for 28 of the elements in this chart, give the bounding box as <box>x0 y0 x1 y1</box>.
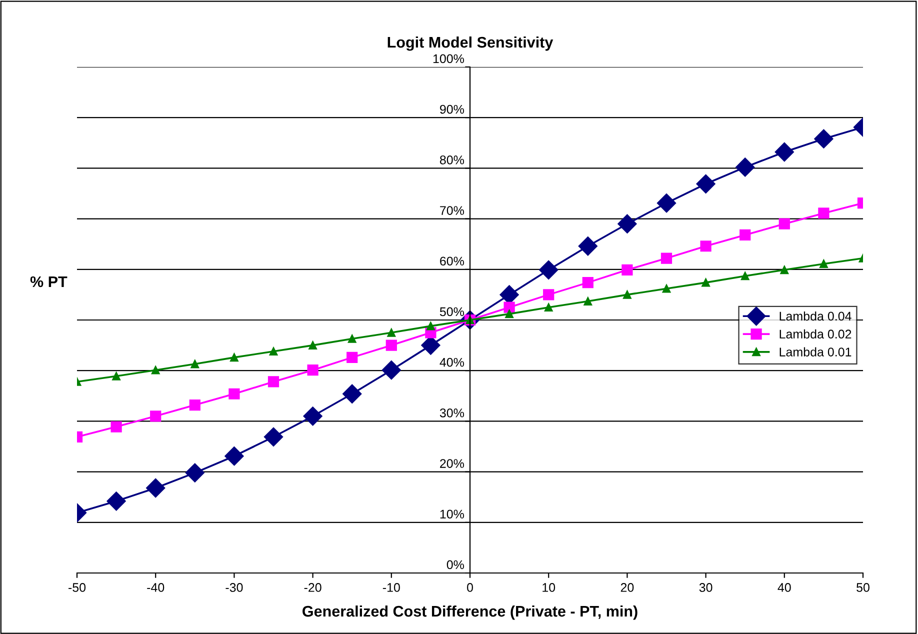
x-tick-label: -50 <box>68 583 86 592</box>
y-tick-label: 50% <box>440 307 464 316</box>
legend-label: Lambda 0.02 <box>780 329 852 339</box>
x-tick-label: 50 <box>856 583 870 592</box>
y-tick-label: 60% <box>440 256 464 266</box>
y-tick-label: 0% <box>446 560 464 570</box>
x-tick-label: 30 <box>699 583 712 592</box>
x-tick-label: -40 <box>147 583 164 592</box>
y-axis-title: % PT <box>30 276 68 288</box>
legend-label: Lambda 0.01 <box>780 347 852 356</box>
y-tick-label: 90% <box>440 104 464 114</box>
y-tick-label: 40% <box>440 358 464 367</box>
legend-label: Lambda 0.04 <box>780 311 852 321</box>
y-tick-label: 30% <box>440 408 464 418</box>
x-tick-label: 0 <box>467 583 473 592</box>
x-tick-label: -30 <box>226 583 243 592</box>
y-tick-label: 80% <box>440 155 464 164</box>
chart-title: Logit Model Sensitivity <box>388 36 554 51</box>
x-tick-label: 20 <box>620 583 634 592</box>
x-axis-title: Generalized Cost Difference (Private - PT, min) <box>302 605 638 620</box>
y-tick-label: 10% <box>440 510 464 519</box>
y-tick-label: 100% <box>433 54 464 64</box>
y-tick-label: 70% <box>440 206 464 215</box>
x-tick-label: 10 <box>542 583 556 592</box>
x-tick-label: 40 <box>778 583 791 592</box>
x-tick-label: -20 <box>304 583 322 592</box>
y-tick-label: 20% <box>440 459 464 468</box>
x-tick-label: -10 <box>382 583 400 592</box>
